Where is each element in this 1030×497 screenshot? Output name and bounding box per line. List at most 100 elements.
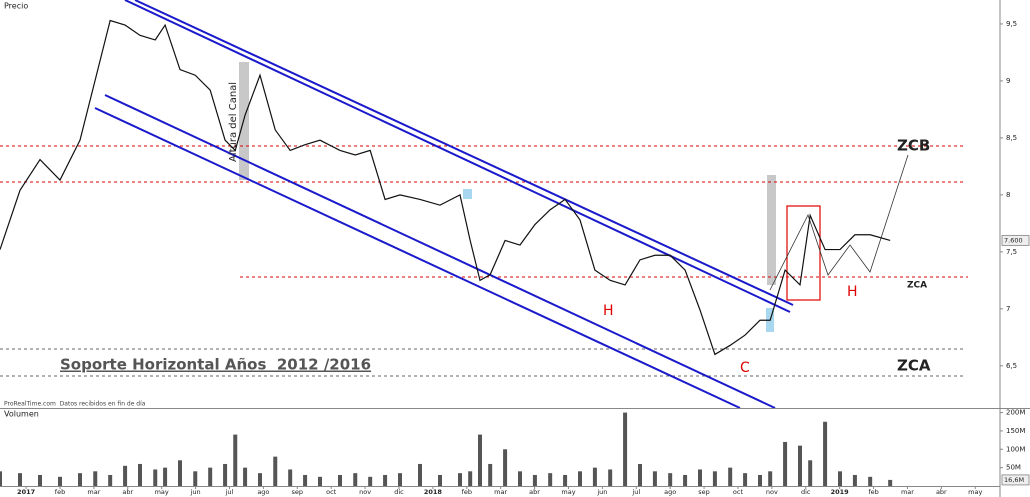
volume-bar bbox=[138, 463, 142, 486]
volume-bar bbox=[563, 474, 568, 486]
volume-bar bbox=[368, 476, 373, 486]
volume-bar bbox=[18, 473, 22, 486]
y-tick-label: 6,5 bbox=[1006, 362, 1017, 370]
last-value-label: 16,6M bbox=[1004, 476, 1024, 484]
volume-bar bbox=[223, 463, 228, 486]
y-tick-label: 9 bbox=[1006, 77, 1010, 85]
volume-bar bbox=[93, 471, 98, 486]
last-value-label: 7.600 bbox=[1004, 236, 1023, 244]
volume-bar bbox=[468, 471, 473, 486]
x-tick-label: abr bbox=[936, 488, 947, 496]
x-tick-label: feb bbox=[462, 488, 472, 496]
volume-bar bbox=[338, 474, 342, 486]
volume-bar bbox=[383, 474, 388, 486]
annotation: C bbox=[740, 360, 750, 376]
source-note: ProRealTime.com Datos recibidos en fin d… bbox=[4, 401, 146, 408]
volume-bar bbox=[608, 469, 613, 486]
volume-bar bbox=[178, 460, 182, 486]
x-tick-label: 2017 bbox=[17, 488, 35, 496]
volume-bar bbox=[712, 471, 717, 486]
annotation: H bbox=[603, 303, 614, 319]
x-tick-label: dic bbox=[394, 488, 404, 496]
x-tick-label: 2018 bbox=[424, 488, 443, 496]
pattern-sketch bbox=[769, 154, 909, 291]
volume-bar bbox=[318, 476, 322, 486]
volume-bar bbox=[288, 469, 293, 486]
volume-bar bbox=[623, 412, 628, 486]
x-tick-label: abr bbox=[529, 488, 540, 496]
volume-bar bbox=[208, 467, 213, 486]
y-tick-label: 100M bbox=[1006, 445, 1025, 453]
volume-bar bbox=[592, 467, 597, 486]
x-tick-label: feb bbox=[868, 488, 878, 496]
x-tick-label: may bbox=[155, 488, 169, 496]
volume-bar bbox=[768, 471, 773, 486]
volume-bar bbox=[838, 471, 842, 486]
x-tick-label: oct bbox=[733, 488, 744, 496]
annotation: ZCB bbox=[897, 137, 930, 155]
volume-bar bbox=[233, 434, 238, 486]
x-tick-label: feb bbox=[55, 488, 65, 496]
x-tick-label: sep bbox=[292, 488, 304, 496]
volume-bar bbox=[418, 463, 422, 486]
volume-bar bbox=[823, 421, 828, 486]
x-tick-label: mar bbox=[494, 488, 507, 496]
volume-bar bbox=[273, 456, 278, 486]
x-tick-label: dic bbox=[801, 488, 811, 496]
volume-bar bbox=[532, 474, 537, 486]
volume-bar bbox=[243, 467, 248, 486]
x-tick-label: may bbox=[561, 488, 575, 496]
volume-bar bbox=[398, 473, 402, 486]
volume-bar bbox=[38, 474, 42, 486]
channel-line bbox=[94, 107, 741, 409]
volume-bar bbox=[258, 473, 262, 486]
annotation: ZCA bbox=[897, 357, 931, 375]
annotation: Soporte Horizontal Años 2012 /2016 bbox=[60, 356, 371, 374]
volume-bar bbox=[108, 474, 113, 486]
volume-bar bbox=[652, 471, 657, 486]
price-line bbox=[0, 19, 891, 356]
volume-bar bbox=[888, 479, 893, 486]
volume-bar bbox=[868, 476, 873, 486]
x-tick-label: ago bbox=[664, 488, 676, 496]
x-tick-label: sep bbox=[698, 488, 710, 496]
x-tick-label: mar bbox=[87, 488, 100, 496]
last-value-box bbox=[1001, 474, 1030, 486]
x-tick-label: nov bbox=[766, 488, 778, 496]
y-tick-label: 8,5 bbox=[1006, 134, 1017, 142]
volume-bar bbox=[0, 471, 2, 486]
volume-bar bbox=[353, 473, 358, 486]
x-tick-label: oct bbox=[326, 488, 337, 496]
x-tick-label: 2019 bbox=[831, 488, 850, 496]
annotation: ZCA bbox=[907, 281, 927, 291]
volume-bar bbox=[578, 471, 582, 486]
annotation: H bbox=[847, 284, 858, 300]
volume-bar bbox=[163, 467, 168, 486]
x-tick-label: jun bbox=[596, 488, 607, 496]
volume-bar bbox=[798, 445, 802, 486]
channel-line bbox=[124, 0, 791, 313]
y-tick-label: 8 bbox=[1006, 191, 1010, 199]
y-tick-label: 50M bbox=[1006, 464, 1021, 472]
volume-bar bbox=[503, 449, 508, 486]
x-tick-label: abr bbox=[122, 488, 133, 496]
volume-bar bbox=[458, 473, 462, 486]
y-tick-label: 150M bbox=[1006, 427, 1025, 435]
x-tick-label: mar bbox=[901, 488, 914, 496]
x-tick-label: may bbox=[968, 488, 982, 496]
volume-bar bbox=[303, 474, 308, 486]
volume-bar bbox=[518, 471, 522, 486]
channel-height-bar bbox=[767, 175, 776, 285]
volume-bar bbox=[438, 474, 442, 486]
volume-bar bbox=[808, 460, 813, 486]
highlight-box bbox=[463, 189, 472, 199]
volume-bar bbox=[783, 441, 788, 486]
volume-bar bbox=[58, 476, 62, 486]
x-tick-label: ago bbox=[257, 488, 269, 496]
panel-title: Volumen bbox=[4, 410, 39, 419]
pattern-box bbox=[786, 205, 821, 301]
y-tick-label: 7,5 bbox=[1006, 248, 1017, 256]
volume-bar bbox=[743, 473, 748, 486]
volume-bar bbox=[153, 469, 158, 486]
